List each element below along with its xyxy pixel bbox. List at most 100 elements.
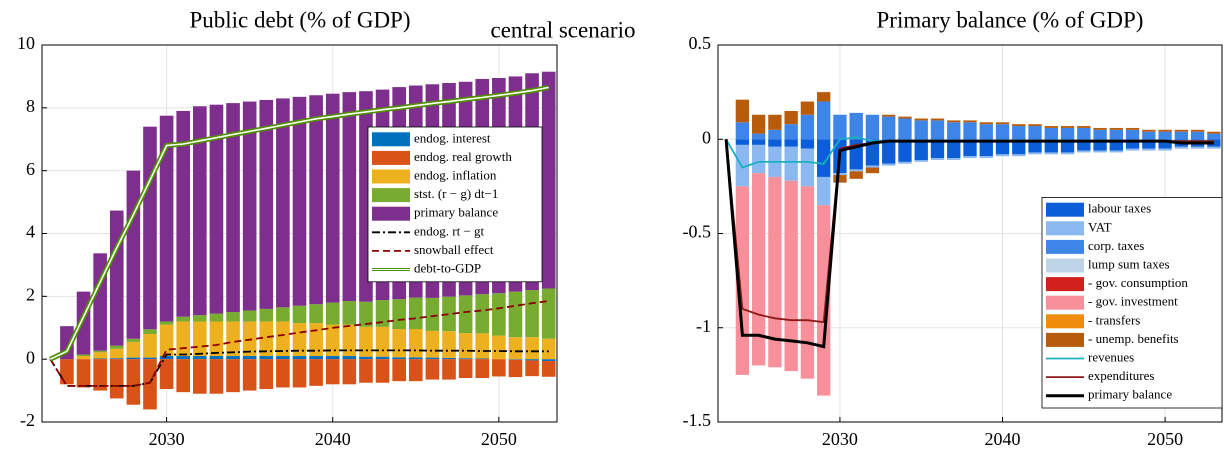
bar xyxy=(784,110,798,125)
bar xyxy=(458,333,473,359)
bar xyxy=(1109,129,1123,140)
bar xyxy=(1093,127,1107,130)
bar xyxy=(768,129,782,140)
bar xyxy=(392,359,406,382)
bar xyxy=(898,139,912,162)
x-tick-label: 2030 xyxy=(149,429,185,449)
bar xyxy=(508,359,523,360)
bar xyxy=(442,296,456,332)
y-tick-label: -2 xyxy=(20,410,35,430)
bar xyxy=(475,359,490,379)
bar xyxy=(276,356,290,360)
bar xyxy=(276,98,290,308)
bar xyxy=(159,115,174,322)
x-tick-label: 2030 xyxy=(822,429,858,449)
bar xyxy=(963,139,977,157)
bar xyxy=(865,139,880,166)
bar xyxy=(375,359,390,383)
bar xyxy=(458,358,473,360)
y-tick-label: -1 xyxy=(696,316,711,336)
bar xyxy=(541,338,556,360)
bar xyxy=(898,118,912,140)
line-inner xyxy=(49,86,549,360)
bar xyxy=(735,122,750,140)
legend-swatch xyxy=(1046,202,1084,217)
bar xyxy=(1125,148,1140,151)
axes-box xyxy=(41,44,558,423)
bar xyxy=(1142,131,1156,140)
bar xyxy=(979,124,993,140)
bar xyxy=(143,359,157,410)
bar xyxy=(276,321,290,357)
bar xyxy=(914,120,928,140)
bar xyxy=(143,334,157,358)
bar xyxy=(914,159,928,162)
bar xyxy=(1012,124,1026,127)
bar xyxy=(159,356,174,360)
bar xyxy=(930,158,945,160)
bar xyxy=(1093,129,1107,140)
bar xyxy=(865,167,880,174)
bar xyxy=(1044,126,1058,128)
bar xyxy=(392,329,406,358)
bar xyxy=(817,176,831,206)
line xyxy=(49,349,549,387)
bar xyxy=(1093,139,1107,151)
bar xyxy=(1142,148,1156,151)
bar xyxy=(947,122,961,140)
bar xyxy=(292,359,307,388)
bar xyxy=(1028,126,1042,140)
bar xyxy=(143,329,157,335)
bar xyxy=(458,359,473,379)
bar xyxy=(817,101,831,140)
bar xyxy=(1060,127,1075,140)
bar xyxy=(1174,129,1189,132)
panel: Primary balance (% of GDP) -1.5 -1 -0.5 0 0.5… xyxy=(683,7,1223,449)
bar xyxy=(359,301,373,327)
legend-label: snowball effect xyxy=(414,242,494,257)
bar xyxy=(408,357,423,360)
bar xyxy=(930,120,945,140)
y-tick-label: 10 xyxy=(17,33,35,53)
x-tick-label: 2040 xyxy=(985,429,1021,449)
bar xyxy=(882,114,896,117)
bar xyxy=(882,116,896,140)
legend-label: debt-to-GDP xyxy=(414,260,481,275)
bar xyxy=(947,120,961,123)
bar xyxy=(76,356,91,360)
bar xyxy=(1125,129,1140,140)
bar xyxy=(325,356,340,360)
bar xyxy=(1207,133,1221,140)
bar xyxy=(1174,131,1189,140)
bar xyxy=(425,357,440,360)
bar xyxy=(309,356,323,360)
bar xyxy=(963,156,977,159)
legend-swatch xyxy=(1046,332,1084,347)
y-tick-label: 6 xyxy=(26,159,35,179)
legend-label: endog. interest xyxy=(414,130,491,145)
bar xyxy=(109,210,124,346)
y-tick-label: -0.5 xyxy=(683,222,712,242)
bar xyxy=(76,359,91,388)
bar xyxy=(259,356,274,360)
bar xyxy=(109,345,124,349)
legend-swatch xyxy=(1046,221,1084,236)
bar xyxy=(408,297,423,330)
bar xyxy=(193,356,207,360)
legend-label: expenditures xyxy=(1088,368,1154,383)
bar xyxy=(849,171,863,179)
bar xyxy=(458,295,473,334)
bar xyxy=(126,359,141,405)
bar xyxy=(541,361,556,377)
panel: Public debt (% of GDP) -2 0 2 4 6 8 10 2030 2040 2… xyxy=(17,7,558,449)
bar xyxy=(1028,124,1042,127)
legend-swatch xyxy=(372,188,410,203)
bar xyxy=(475,358,490,360)
bar xyxy=(226,312,240,322)
bar xyxy=(817,139,831,177)
bar xyxy=(159,359,174,390)
bar xyxy=(143,357,157,360)
bar xyxy=(735,144,750,187)
y-tick-label: -1.5 xyxy=(683,410,712,430)
bar xyxy=(1012,126,1026,140)
